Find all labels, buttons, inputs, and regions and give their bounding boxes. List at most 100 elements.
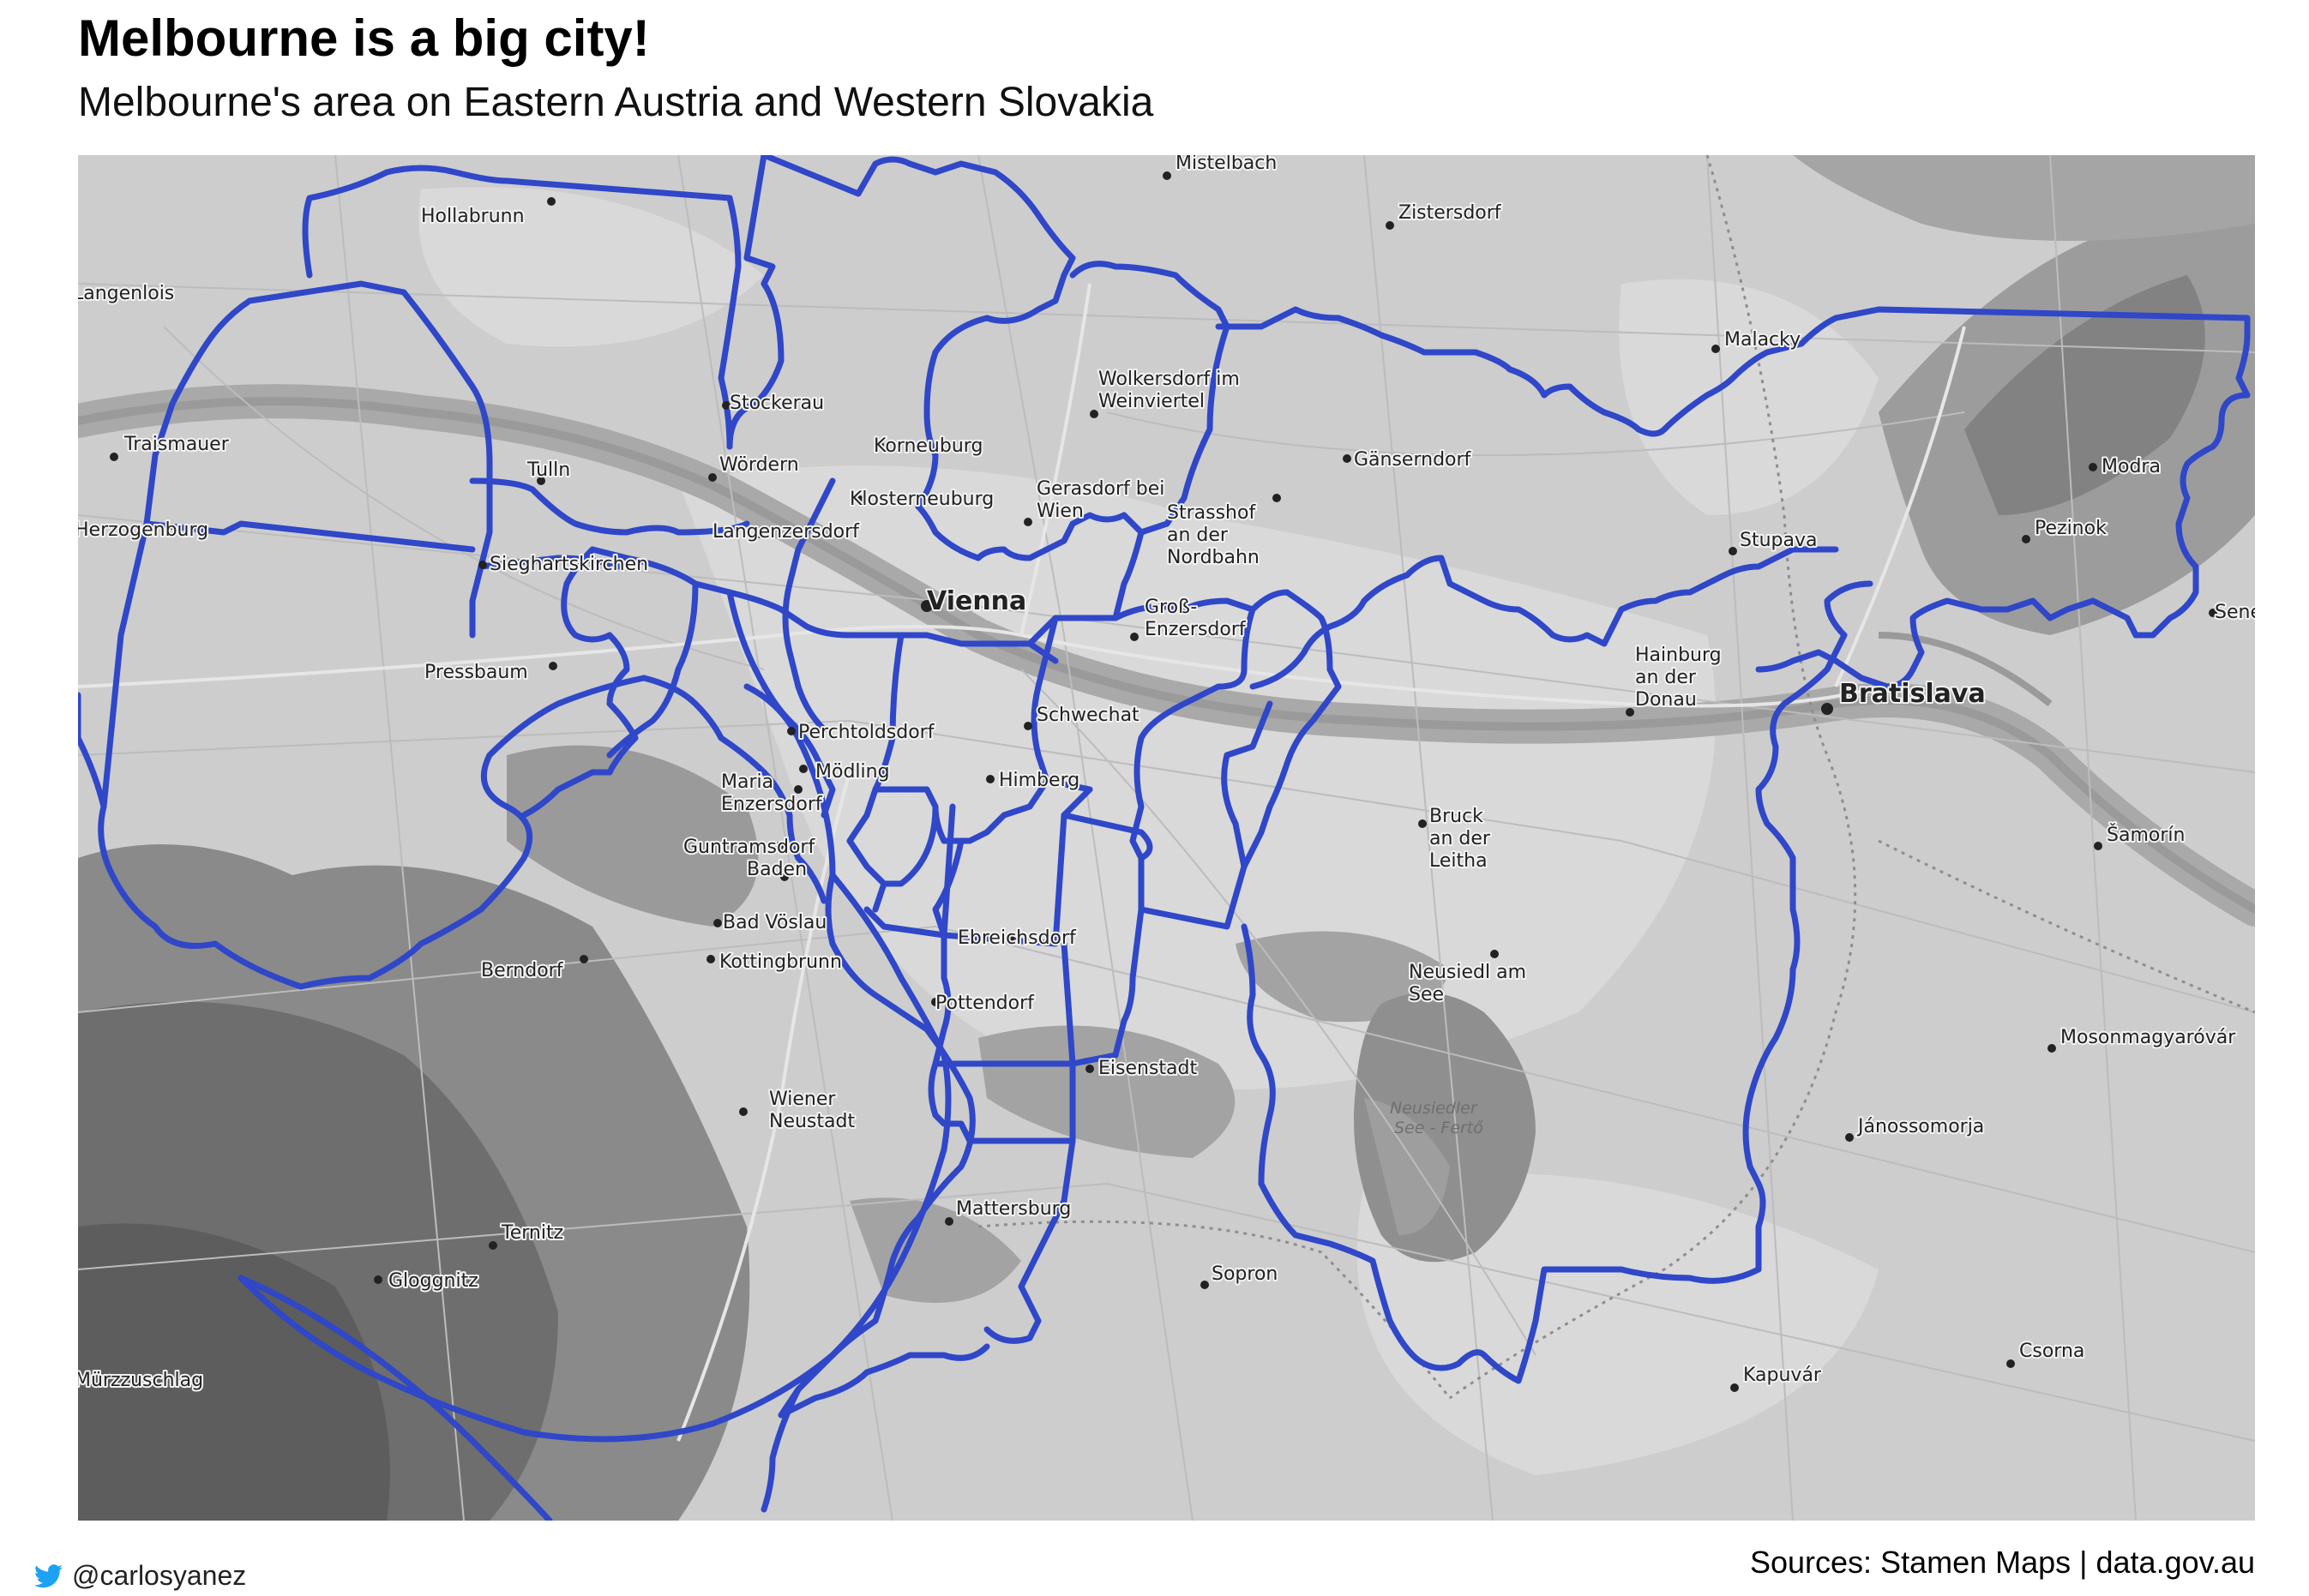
place-marker-csorna xyxy=(2006,1359,2015,1368)
place-marker-hainburg-an-der-donau xyxy=(1626,708,1634,717)
lga-boundary-northwest-5 xyxy=(478,555,622,570)
place-label-tulln: Tulln xyxy=(526,459,570,481)
place-label-kapuvar: Kapuvár xyxy=(1743,1365,1822,1386)
place-label-kottingbrunn: Kottingbrunn xyxy=(719,951,842,973)
lga-boundary-central-10 xyxy=(881,803,939,887)
lga-boundary-south-central-2 xyxy=(1061,700,1273,930)
place-marker-wordern xyxy=(708,473,717,482)
place-label-mattersburg: Mattersburg xyxy=(956,1198,1071,1220)
map-subtitle: Melbourne's area on Eastern Austria and … xyxy=(78,80,1154,125)
lga-boundary-central-5 xyxy=(846,632,905,913)
place-label-herzogenburg: Herzogenburg xyxy=(78,519,208,541)
place-marker-senec xyxy=(2209,609,2217,617)
place-label-mistelbach: Mistelbach xyxy=(1176,155,1277,174)
place-marker-mistelbach xyxy=(1163,171,1171,180)
place-marker-stupava xyxy=(1729,547,1737,555)
lga-boundary-southwest-arc-3 xyxy=(238,1275,553,1521)
place-marker-gro-enzersdorf xyxy=(1130,633,1139,641)
lga-boundary-central-3 xyxy=(782,477,836,733)
place-label-gloggnitz: Gloggnitz xyxy=(388,1270,478,1292)
place-marker-gloggnitz xyxy=(374,1275,382,1284)
place-label-neusiedl-am-see: Neusiedl am See xyxy=(1409,962,1526,1005)
place-marker-mattersburg xyxy=(945,1217,953,1226)
lga-boundary-southwest-arc-5 xyxy=(761,1386,802,1513)
place-label-stupava: Stupava xyxy=(1740,530,1817,551)
place-label-senec: Senec xyxy=(2215,602,2255,623)
place-marker-eisenstadt xyxy=(1085,1065,1094,1073)
place-label-hollabrunn: Hollabrunn xyxy=(421,206,525,227)
place-marker-langenzersdorf xyxy=(755,530,763,538)
place-label-zistersdorf: Zistersdorf xyxy=(1398,202,1502,224)
lake-label-line-1: Neusiedler xyxy=(1390,1099,1478,1118)
place-marker-neusiedl-am-see xyxy=(1490,950,1499,958)
lga-boundary-central-2 xyxy=(606,580,699,759)
lga-boundary-outer-west xyxy=(78,675,647,990)
place-label-sieghartskirchen: Sieghartskirchen xyxy=(490,554,648,575)
place-marker-samorin xyxy=(2094,842,2102,850)
place-marker-stockerau xyxy=(722,401,731,410)
place-label-ebreichsdorf: Ebreichsdorf xyxy=(958,927,1077,949)
place-marker-pressbaum xyxy=(549,662,557,670)
place-marker-traismauer xyxy=(110,453,118,461)
place-label-pottendorf: Pottendorf xyxy=(935,993,1035,1014)
sources-credit: Sources: Stamen Maps | data.gov.au xyxy=(1749,1545,2255,1580)
place-marker-klosterneuburg xyxy=(856,495,864,504)
lga-boundary-northwest-4 xyxy=(469,477,750,536)
basemap-mountains xyxy=(78,745,759,1521)
lga-boundary-north-central-3 xyxy=(1069,261,1230,536)
twitter-bird-icon xyxy=(34,1563,63,1587)
place-marker-hollabrunn xyxy=(547,197,556,206)
map-title: Melbourne is a big city! xyxy=(78,9,650,67)
place-label-berndorf: Berndorf xyxy=(481,960,564,981)
lga-boundary-north-central xyxy=(743,155,1076,510)
lga-boundary-central-6 xyxy=(915,503,1145,647)
basemap-lake-neusiedl xyxy=(1354,993,1536,1263)
place-marker-bruck-an-der-leitha xyxy=(1418,819,1427,828)
lga-boundary-west-vienna-3 xyxy=(726,589,836,819)
map-panel: Mistelbach Zistersdorf Hollabrunn Langenloi… xyxy=(78,155,2255,1521)
place-label-pezinok: Pezinok xyxy=(2035,518,2107,539)
place-label-sopron: Sopron xyxy=(1212,1263,1278,1285)
place-label-modra: Modra xyxy=(2102,456,2161,477)
lga-boundary-central-8 xyxy=(1112,597,1256,861)
place-label-hainburg-an-der-donau: Hainburg an der Donau xyxy=(1635,645,1722,711)
place-marker-bad-voslau xyxy=(713,919,722,927)
place-marker-pezinok xyxy=(2022,535,2030,543)
lga-boundary-central-7 xyxy=(1031,615,1093,793)
place-label-stockerau: Stockerau xyxy=(730,393,824,414)
place-marker-berndorf xyxy=(580,955,588,963)
place-marker-vienna xyxy=(921,600,933,612)
place-label-gro-enzersdorf: Groß-Enzersdorf xyxy=(1145,597,1247,640)
place-label-wolkersdorf-im-weinviertel: Wolkersdorf im Weinviertel xyxy=(1098,369,1240,412)
lga-boundaries xyxy=(78,155,2251,1521)
place-label-langenzersdorf: Langenzersdorf xyxy=(713,521,860,543)
place-label-janossomorja: Jánossomorja xyxy=(1856,1116,1984,1137)
lga-boundary-central-4 xyxy=(846,632,1059,664)
place-label-perchtoldsdorf: Perchtoldsdorf xyxy=(798,722,935,743)
map-canvas: Mistelbach Zistersdorf Hollabrunn Langenloi… xyxy=(78,155,2255,1521)
place-marker-ganserndorf xyxy=(1343,454,1351,463)
place-label-vienna: Vienna xyxy=(927,586,1026,616)
place-marker-modling xyxy=(799,765,808,773)
lga-boundary-northwest xyxy=(100,280,493,810)
place-label-modling: Mödling xyxy=(815,761,890,783)
place-marker-maria-enzersdorf xyxy=(794,785,803,794)
place-marker-zistersdorf xyxy=(1386,221,1394,230)
basemap-major-roads xyxy=(78,283,1966,1442)
place-label-bad-voslau: Bad Vöslau xyxy=(723,912,827,933)
place-marker-strasshof-an-der-nordbahn xyxy=(1272,494,1281,502)
place-label-pressbaum: Pressbaum xyxy=(424,662,528,683)
place-marker-malacky xyxy=(1711,345,1720,353)
place-label-traismauer: Traismauer xyxy=(123,434,230,455)
lga-boundary-southwest-arc-4 xyxy=(778,1343,990,1419)
place-label-himberg: Himberg xyxy=(999,770,1079,791)
place-marker-ebreichsdorf xyxy=(1007,933,1015,941)
place-marker-perchtoldsdorf xyxy=(787,727,796,735)
lga-boundary-south-central-3 xyxy=(1061,906,1145,1067)
place-label-maria-enzersdorf: Maria Enzersdorf xyxy=(721,771,823,815)
place-label-schwechat: Schwechat xyxy=(1037,705,1139,726)
place-marker-baden xyxy=(780,873,789,881)
lga-boundary-southeast-2 xyxy=(1249,546,1839,690)
place-label-gerasdorf-bei-wien: Gerasdorf bei Wien xyxy=(1037,478,1164,522)
